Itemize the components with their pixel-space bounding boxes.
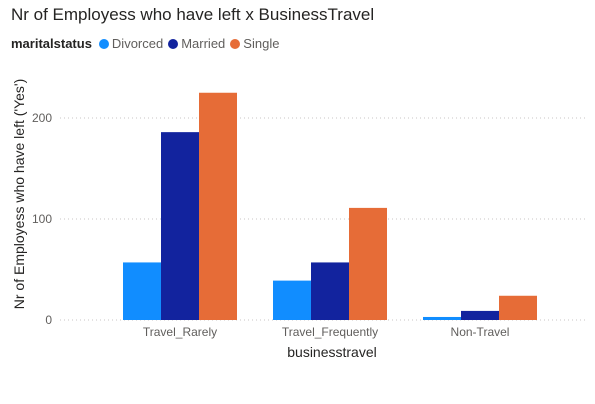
y-axis-title: Nr of Employess who have left ('Yes') xyxy=(11,79,27,309)
legend: maritalstatus Divorced Married Single xyxy=(11,36,284,51)
bar-travel-rarely-married[interactable] xyxy=(161,132,199,320)
x-tick-label: Non-Travel xyxy=(451,325,510,339)
y-tick-label: 100 xyxy=(32,212,52,226)
legend-swatch-divorced xyxy=(98,38,109,49)
bar-travel-frequently-divorced[interactable] xyxy=(273,280,311,320)
legend-item-divorced[interactable]: Divorced xyxy=(98,36,164,51)
bar-non-travel-single[interactable] xyxy=(499,295,537,320)
bar-travel-frequently-married[interactable] xyxy=(311,262,349,320)
x-axis-ticks: Travel_Rarely Travel_Frequently Non-Travel xyxy=(143,325,510,339)
x-tick-label: Travel_Rarely xyxy=(143,325,217,339)
chart-title: Nr of Employess who have left x Business… xyxy=(11,5,375,24)
legend-label-married: Married xyxy=(181,36,226,51)
legend-swatch-single xyxy=(230,38,241,49)
legend-swatch-married xyxy=(168,38,179,49)
x-axis-title: businesstravel xyxy=(287,344,377,360)
y-tick-label: 200 xyxy=(32,111,52,125)
legend-item-married[interactable]: Married xyxy=(168,36,225,51)
legend-label-divorced: Divorced xyxy=(111,36,164,51)
bars xyxy=(123,92,537,320)
legend-item-single[interactable]: Single xyxy=(230,36,279,51)
x-tick-label: Travel_Frequently xyxy=(282,325,378,339)
bar-non-travel-married[interactable] xyxy=(461,310,499,320)
legend-label-single: Single xyxy=(243,36,280,51)
legend-title: maritalstatus xyxy=(11,36,92,51)
y-tick-label: 0 xyxy=(45,313,52,327)
bar-travel-rarely-divorced[interactable] xyxy=(123,262,161,320)
bar-travel-frequently-single[interactable] xyxy=(349,207,387,320)
y-axis-ticks: 0 100 200 xyxy=(32,111,52,327)
bar-travel-rarely-single[interactable] xyxy=(199,92,237,320)
bar-non-travel-divorced[interactable] xyxy=(423,316,461,320)
